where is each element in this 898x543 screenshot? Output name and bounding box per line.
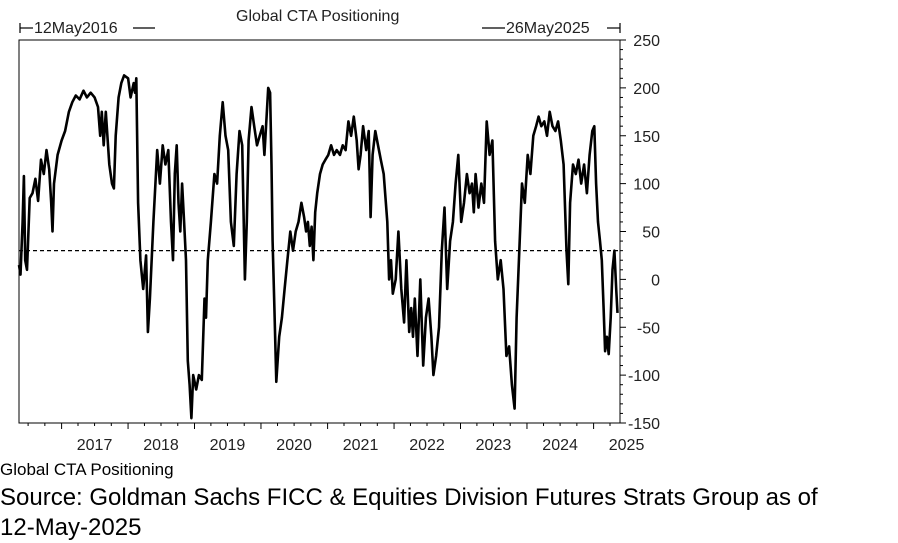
series-legend-label: Global CTA Positioning: [0, 460, 174, 479]
source-note: Source: Goldman Sachs FICC & Equities Di…: [0, 484, 818, 511]
x-tick-label: 2018: [143, 437, 179, 454]
y-tick-label: 50: [642, 225, 660, 242]
start-date-label: 12May2016: [34, 20, 118, 37]
y-tick-label: -150: [628, 416, 660, 433]
x-axis: 2017 2018 2019 2020 2021 2022 2023 2024 2025: [27, 423, 645, 454]
y-tick-label: 100: [633, 177, 660, 194]
y-tick-label: 200: [633, 81, 660, 98]
y-tick-label: -100: [628, 368, 660, 385]
y-axis: 250 200 150 100 50 0 -50 -100 -150: [620, 33, 660, 433]
source-date: 12-May-2025: [0, 514, 142, 541]
x-tick-label: 2023: [476, 437, 512, 454]
series-group: [17, 74, 619, 420]
y-tick-label: -50: [637, 320, 660, 337]
x-tick-label: 2019: [210, 437, 246, 454]
y-tick-label: 250: [633, 33, 660, 50]
plot-border: [18, 39, 621, 424]
chart-title: Global CTA Positioning: [236, 8, 399, 25]
y-tick-label: 0: [651, 272, 660, 289]
x-tick-label: 2021: [343, 437, 379, 454]
x-tick-label: 2020: [276, 437, 312, 454]
series-line: [17, 74, 619, 420]
end-date-label: 26May2025: [506, 20, 590, 37]
x-tick-label: 2025: [609, 437, 645, 454]
x-tick-label: 2022: [409, 437, 445, 454]
x-tick-label: 2024: [542, 437, 578, 454]
x-tick-label: 2017: [77, 437, 113, 454]
plot-area: [18, 39, 621, 424]
y-tick-label: 150: [633, 129, 660, 146]
